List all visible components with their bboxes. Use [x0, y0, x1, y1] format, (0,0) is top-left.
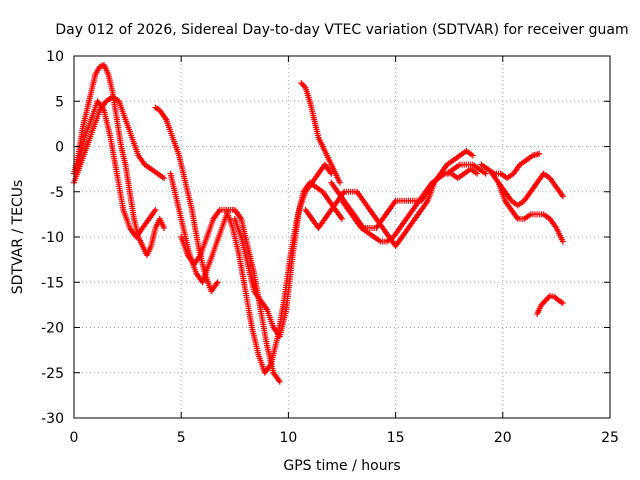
data-point: [536, 150, 543, 157]
data-point: [161, 175, 168, 182]
data-point: [469, 152, 476, 159]
x-tick-label: 25: [601, 430, 619, 446]
data-point: [276, 378, 283, 385]
series-arc-3: [75, 98, 159, 240]
series-arc-15: [534, 292, 566, 317]
y-tick-label: 5: [55, 94, 64, 110]
y-tick-label: -15: [41, 275, 64, 291]
series-arc-14: [495, 179, 566, 245]
y-tick-label: -20: [41, 321, 64, 337]
x-axis-label: GPS time / hours: [283, 458, 400, 474]
series-arc-2: [71, 93, 168, 186]
y-tick-label: -10: [41, 230, 64, 246]
data-point: [339, 215, 345, 222]
x-tick-label: 0: [70, 430, 79, 446]
y-tick-label: -5: [50, 185, 64, 201]
series-arc-12: [478, 150, 543, 182]
data-point: [161, 224, 168, 231]
data-points: [71, 62, 566, 385]
grid-lines: [74, 56, 610, 418]
x-axis-ticks: 0 5 10 15 20 25: [70, 56, 619, 446]
x-tick-label: 20: [494, 430, 512, 446]
chart-title: Day 012 of 2026, Sidereal Day-to-day VTE…: [55, 22, 628, 38]
data-point: [559, 193, 566, 200]
data-point: [474, 170, 481, 177]
x-tick-label: 15: [387, 430, 405, 446]
series-arc-1: [71, 62, 168, 259]
data-point: [336, 179, 343, 186]
series-arc-5: [167, 170, 283, 385]
data-point: [559, 300, 566, 307]
x-tick-label: 10: [279, 430, 297, 446]
y-tick-label: 0: [55, 140, 64, 156]
series-arc-11: [339, 166, 481, 245]
series-arc-8: [298, 80, 343, 186]
y-axis-label: SDTVAR / TECUs: [10, 180, 26, 295]
data-point: [482, 170, 489, 177]
y-tick-label: -25: [41, 366, 64, 382]
series-arc-7: [231, 161, 335, 340]
data-point: [152, 206, 159, 213]
data-point: [214, 279, 221, 286]
y-tick-label: -30: [41, 411, 64, 427]
series-arc-9: [302, 148, 476, 250]
y-tick-label: 10: [46, 49, 64, 65]
data-point: [559, 238, 566, 245]
y-axis-ticks: 10 5 0 -5 -10 -15 -20 -25 -30: [41, 49, 610, 427]
x-tick-label: 5: [177, 430, 186, 446]
